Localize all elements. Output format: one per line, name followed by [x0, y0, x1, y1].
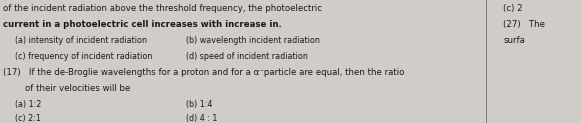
- Text: (b) 1:4: (b) 1:4: [186, 100, 212, 109]
- Text: (c) 2: (c) 2: [503, 4, 523, 13]
- Text: of their velocities will be: of their velocities will be: [3, 84, 130, 93]
- Text: (b) wavelength incident radiation: (b) wavelength incident radiation: [186, 36, 320, 45]
- Text: surfa: surfa: [503, 36, 526, 45]
- Text: (a) intensity of incident radiation: (a) intensity of incident radiation: [15, 36, 147, 45]
- Text: (d) speed of incident radiation: (d) speed of incident radiation: [186, 52, 308, 61]
- Text: current in a photoelectric cell increases with increase in.: current in a photoelectric cell increase…: [3, 20, 282, 29]
- Text: (c) 2:1: (c) 2:1: [15, 114, 40, 123]
- Text: of the incident radiation above the threshold frequency, the photoelectric: of the incident radiation above the thre…: [3, 4, 322, 13]
- Text: (27)   The: (27) The: [503, 20, 545, 29]
- Text: (d) 4 : 1: (d) 4 : 1: [186, 114, 218, 123]
- Text: (17)   If the de-Broglie wavelengths for a proton and for a α⁻particle are equal: (17) If the de-Broglie wavelengths for a…: [3, 68, 404, 77]
- Text: (c) frequency of incident radiation: (c) frequency of incident radiation: [15, 52, 152, 61]
- Text: (a) 1:2: (a) 1:2: [15, 100, 41, 109]
